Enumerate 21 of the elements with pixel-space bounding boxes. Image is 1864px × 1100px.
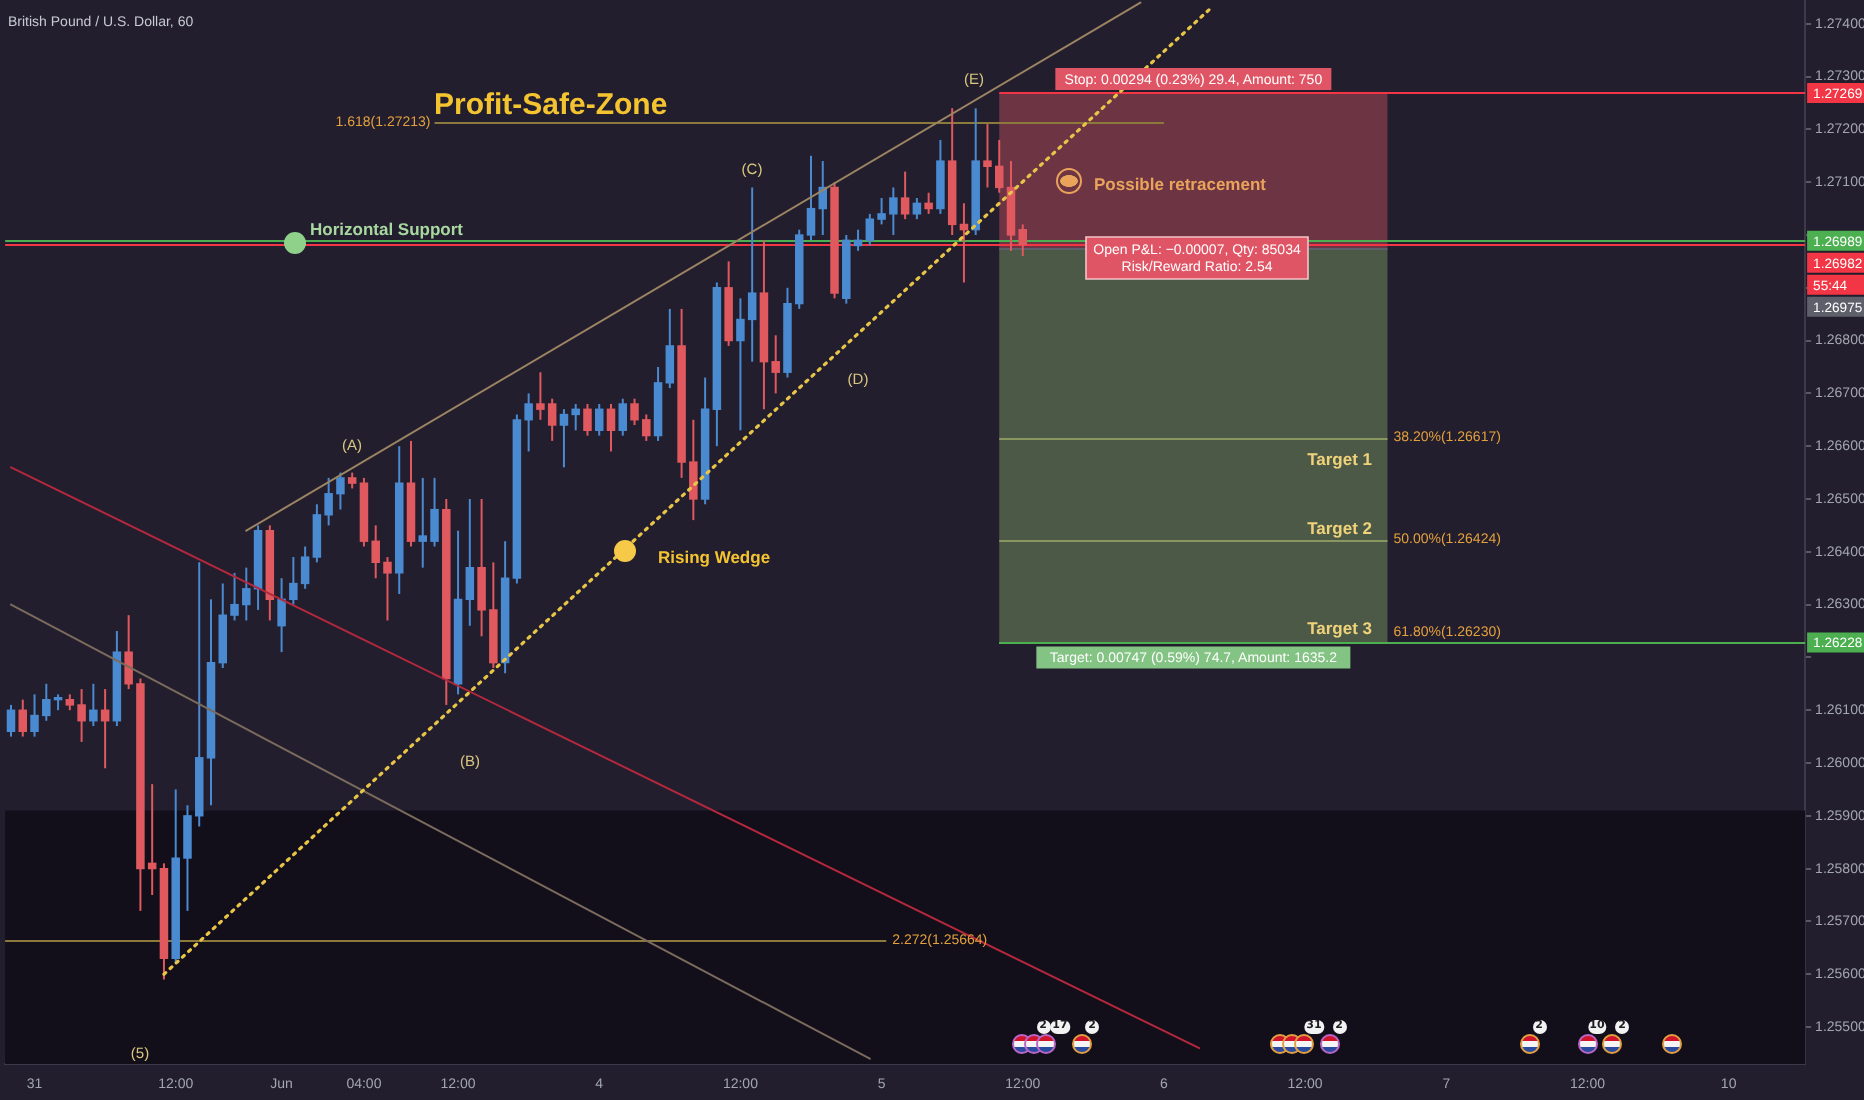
- candlestick: [606, 402, 616, 453]
- candlestick: [583, 402, 592, 437]
- annotation: Target 1: [1307, 448, 1373, 469]
- candlestick: [465, 498, 475, 627]
- candlestick: [900, 170, 910, 221]
- annotation: Horizontal Support: [310, 218, 464, 239]
- annotation: Target 3: [1307, 617, 1373, 638]
- annotation: Rising Wedge: [658, 546, 771, 567]
- candlestick: [594, 402, 604, 437]
- annotation: Possible retracement: [1094, 173, 1267, 194]
- candlestick: [618, 397, 628, 437]
- candlestick: [924, 191, 933, 215]
- candlestick: [18, 698, 28, 738]
- candlestick: [665, 307, 675, 390]
- candlestick: [1018, 223, 1028, 258]
- annotation: Target 2: [1307, 517, 1373, 538]
- candlestick: [89, 682, 98, 728]
- candlestick: [912, 197, 922, 221]
- annotation: Profit-Safe-Zone: [434, 88, 668, 123]
- candlestick: [806, 154, 816, 242]
- candlestick: [6, 703, 16, 738]
